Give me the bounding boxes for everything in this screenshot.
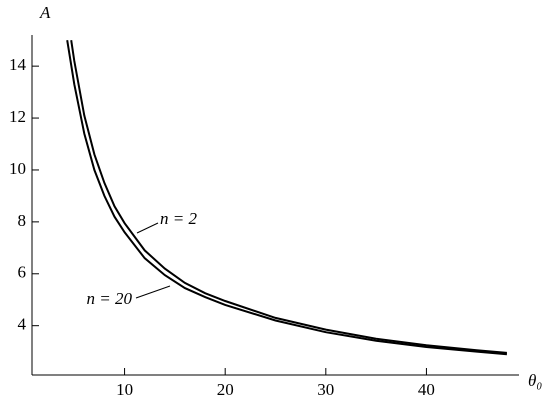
y-tick-label: 8	[18, 211, 27, 230]
x-tick-label: 20	[217, 380, 234, 399]
curve-label: n = 2	[160, 209, 197, 228]
series-line	[66, 40, 507, 356]
y-tick-label: 10	[9, 159, 26, 178]
y-tick-label: 14	[9, 55, 27, 74]
x-tick-label: 40	[418, 380, 435, 399]
y-tick-label: 6	[18, 263, 27, 282]
curve-label: n = 20	[87, 289, 133, 308]
y-tick-label: 12	[9, 107, 26, 126]
leader-line	[135, 285, 171, 299]
x-tick-label: 10	[116, 380, 133, 399]
y-tick-label: 4	[18, 315, 27, 334]
y-axis-label: A	[39, 3, 51, 22]
leader-line	[136, 222, 159, 234]
x-tick-label: 30	[317, 380, 334, 399]
x-axis-label: θ₀	[528, 371, 542, 390]
series-line	[70, 40, 507, 354]
